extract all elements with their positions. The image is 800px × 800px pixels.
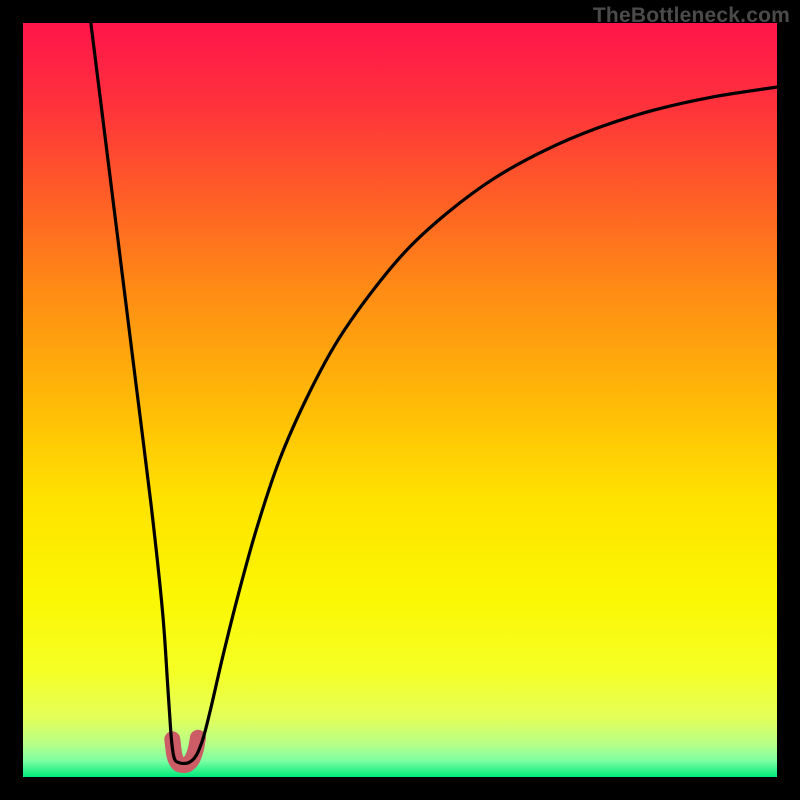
plot-area — [23, 23, 777, 777]
chart-container: TheBottleneck.com — [0, 0, 800, 800]
watermark-text: TheBottleneck.com — [593, 4, 790, 28]
gradient-background — [23, 23, 777, 777]
chart-svg — [23, 23, 777, 777]
